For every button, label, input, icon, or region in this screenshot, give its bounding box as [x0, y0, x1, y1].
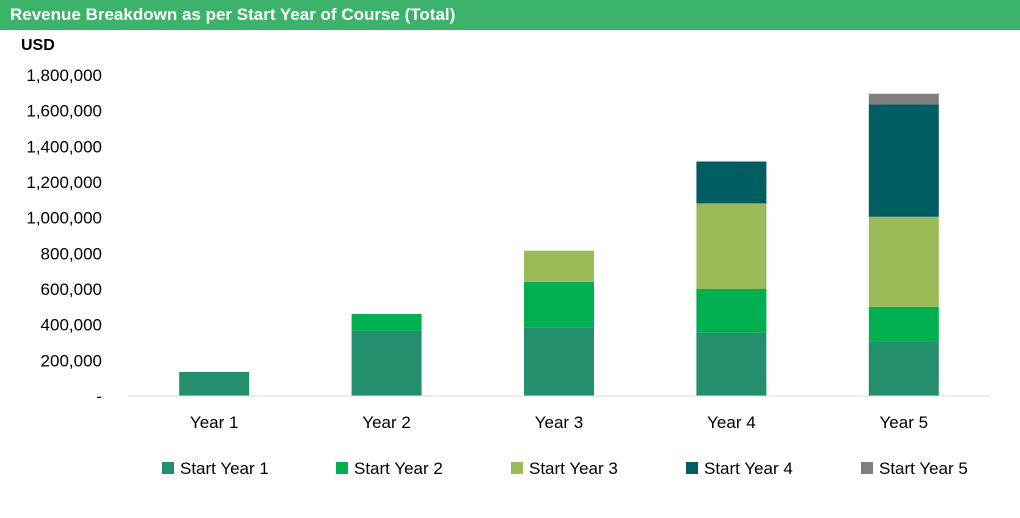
legend-swatch: [162, 462, 174, 474]
y-tick-label: 1,600,000: [26, 102, 102, 121]
legend-label: Start Year 1: [180, 459, 269, 478]
y-tick-label: -: [96, 387, 102, 406]
legend-label: Start Year 4: [704, 459, 793, 478]
bar-segment: [179, 371, 250, 396]
bar-segment: [524, 327, 594, 396]
legend-label: Start Year 2: [354, 459, 443, 478]
x-tick-label: Year 5: [880, 413, 929, 432]
bar-segment: [351, 313, 422, 331]
legend-swatch: [686, 462, 698, 474]
y-tick-label: 1,400,000: [26, 137, 102, 156]
legend-swatch: [336, 462, 348, 474]
chart-title: Revenue Breakdown as per Start Year of C…: [0, 0, 1020, 30]
legend-swatch: [861, 462, 873, 474]
bar-segment: [868, 306, 939, 342]
bar-segment: [696, 203, 767, 289]
bar-segment: [696, 161, 767, 204]
y-tick-label: 400,000: [41, 316, 102, 335]
legend-label: Start Year 5: [879, 459, 968, 478]
bar-segment: [696, 289, 767, 333]
x-tick-label: Year 3: [535, 413, 584, 432]
bar-segment: [524, 250, 594, 282]
x-tick-label: Year 1: [190, 413, 239, 432]
y-tick-label: 1,200,000: [26, 173, 102, 192]
y-tick-label: 1,000,000: [26, 209, 102, 228]
x-tick-label: Year 2: [362, 413, 411, 432]
y-tick-label: 800,000: [41, 244, 102, 263]
bar-segment: [351, 330, 422, 396]
legend-swatch: [511, 462, 523, 474]
bar-segment: [524, 281, 594, 328]
bar-segment: [868, 341, 939, 396]
bar-segment: [868, 104, 939, 217]
y-tick-label: 600,000: [41, 280, 102, 299]
x-tick-label: Year 4: [707, 413, 756, 432]
y-axis-unit-label: USD: [21, 37, 55, 54]
y-tick-label: 200,000: [41, 351, 102, 370]
y-tick-label: 1,800,000: [26, 66, 102, 85]
bar-segment: [696, 332, 767, 396]
bar-segment: [868, 93, 939, 105]
legend-label: Start Year 3: [529, 459, 618, 478]
bar-segment: [868, 216, 939, 307]
